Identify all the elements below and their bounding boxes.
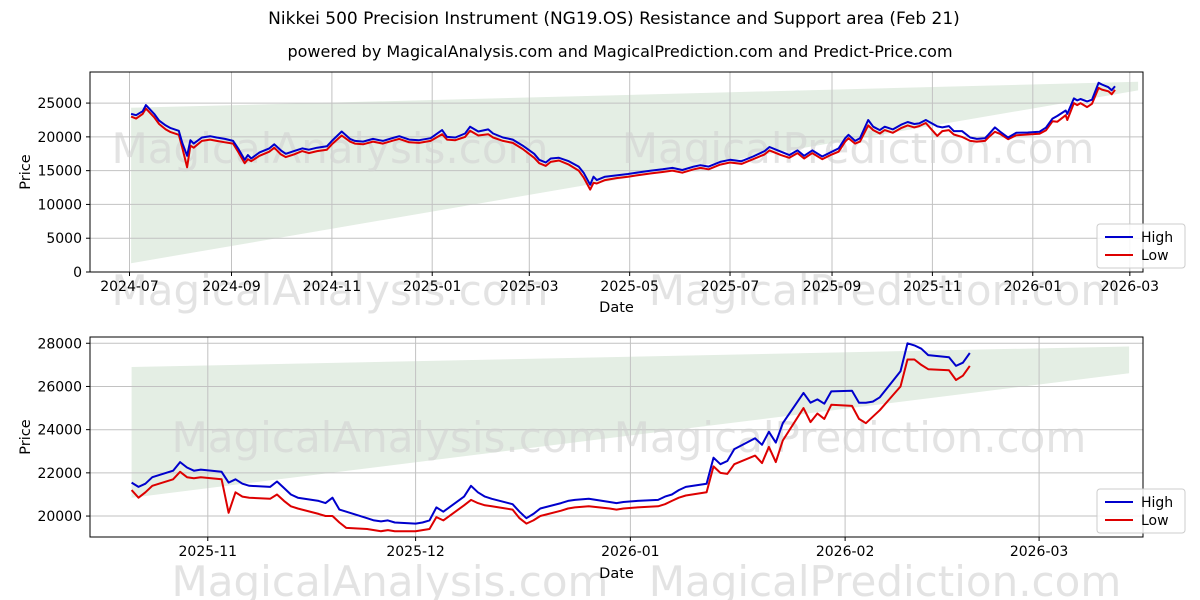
y-tick-label: 5000 <box>46 231 82 247</box>
x-tick-label: 2025-05 <box>600 279 659 295</box>
x-tick-label: 2025-01 <box>403 279 462 295</box>
x-tick-label: 2025-12 <box>386 544 445 560</box>
chart-1: 2025-11 2025-12 2026-01 2026-02 2026-03 20000… <box>18 336 1186 582</box>
figure-title: Nikkei 500 Precision Instrument (NG19.OS… <box>268 9 960 29</box>
watermark-text: MagicalPrediction.com <box>649 557 1122 600</box>
low-line <box>130 358 971 533</box>
y-tick-label: 20000 <box>37 509 82 525</box>
y-tick-label: 20000 <box>37 130 82 146</box>
y-tick-label: 24000 <box>37 423 82 439</box>
y-tick-label: 26000 <box>37 379 82 395</box>
axes-box <box>89 336 1144 538</box>
legend: High Low <box>1096 488 1186 534</box>
x-tick-label: 2024-07 <box>100 279 159 295</box>
axes-box <box>89 71 1144 273</box>
legend-label: Low <box>1141 248 1169 264</box>
legend-label: Low <box>1141 513 1169 529</box>
x-tick-label: 2024-09 <box>202 279 261 295</box>
high-line <box>130 81 1116 186</box>
chart-0: 2024-07 2024-09 2024-11 2025-01 2025-03 2025-… <box>18 71 1186 316</box>
watermark-text: MagicalAnalysis.com <box>112 266 549 315</box>
x-tick-label: 2025-11 <box>179 544 238 560</box>
legend: High Low <box>1096 223 1186 269</box>
x-tick-label: 2025-03 <box>500 279 559 295</box>
watermark-text: MagicalAnalysis.com <box>172 557 609 600</box>
x-tick-label: 2025-11 <box>903 279 962 295</box>
x-tick-label: 2025-07 <box>701 279 760 295</box>
y-axis-label: Price <box>18 154 34 189</box>
y-tick-label: 0 <box>73 265 82 281</box>
legend-box <box>1096 223 1186 269</box>
x-axis-label: Date <box>599 300 634 316</box>
x-tick-label: 2026-02 <box>816 544 875 560</box>
x-tick-label: 2026-01 <box>601 544 660 560</box>
legend-label: High <box>1141 495 1173 511</box>
legend-label: High <box>1141 230 1173 246</box>
x-tick-label: 2026-03 <box>1010 544 1069 560</box>
x-tick-label: 2024-11 <box>303 279 362 295</box>
x-tick-label: 2025-09 <box>803 279 862 295</box>
legend-box <box>1096 488 1186 534</box>
watermark-text: MagicalAnalysis.com <box>172 413 609 462</box>
watermark-text: MagicalPrediction.com <box>649 266 1122 315</box>
watermark-text: MagicalPrediction.com <box>614 413 1087 462</box>
high-line <box>131 342 971 525</box>
y-tick-label: 10000 <box>37 197 82 213</box>
x-tick-label: 2026-03 <box>1101 279 1160 295</box>
y-tick-label: 28000 <box>37 336 82 352</box>
y-tick-label: 22000 <box>37 466 82 482</box>
figure-subtitle: powered by MagicalAnalysis.com and Magic… <box>287 42 953 61</box>
y-tick-label: 15000 <box>37 164 82 180</box>
y-tick-label: 25000 <box>37 96 82 112</box>
watermark-text: MagicalPrediction.com <box>622 124 1095 173</box>
x-axis-label: Date <box>599 566 634 582</box>
chart-1-background <box>90 337 1143 537</box>
low-line <box>130 86 1116 191</box>
y-axis-label: Price <box>18 419 34 454</box>
x-tick-label: 2026-01 <box>1004 279 1063 295</box>
